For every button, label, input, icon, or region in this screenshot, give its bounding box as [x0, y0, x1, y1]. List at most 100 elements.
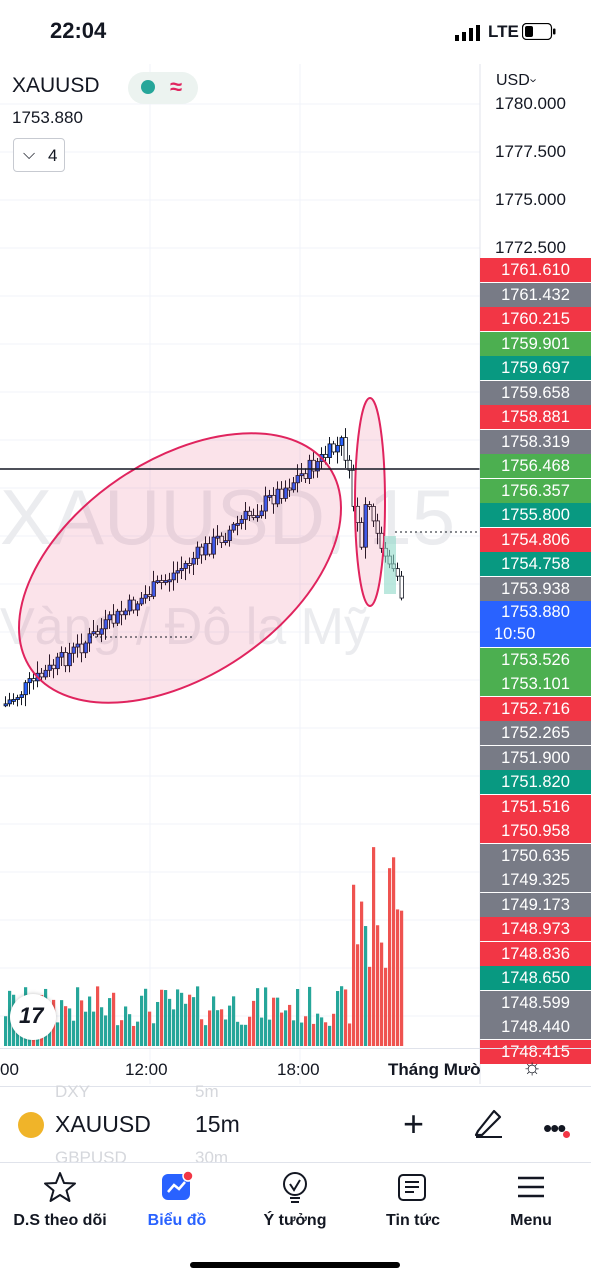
- volume-bar: [64, 1006, 68, 1046]
- news-icon: [398, 1174, 426, 1201]
- volume-bar: [376, 925, 380, 1046]
- candles: [3, 428, 404, 708]
- volume-bar: [84, 1011, 88, 1046]
- nav-news[interactable]: Tin tức: [353, 1170, 473, 1230]
- price-label: 1748.599: [480, 990, 591, 1015]
- candle-body: [99, 628, 104, 635]
- candle-body: [127, 599, 132, 612]
- chevron-down-icon: ⌵: [23, 146, 36, 163]
- tradingview-logo[interactable]: 17: [10, 994, 56, 1040]
- candle-body: [3, 703, 8, 707]
- candle-body: [123, 610, 128, 616]
- volume-bar: [56, 1022, 60, 1046]
- price-label: 1748.440: [480, 1015, 591, 1039]
- nav-ideas[interactable]: Ý tưởng: [235, 1170, 355, 1230]
- volume-bar: [288, 1004, 292, 1046]
- price-chart[interactable]: XAUUSD, 15 Vàng / Đô la Mỹ: [0, 64, 591, 1084]
- volume-bar: [136, 1021, 140, 1046]
- nav-menu[interactable]: Menu: [471, 1170, 591, 1230]
- indicators-toggle-button[interactable]: ⌵ 4: [13, 138, 65, 172]
- lightbulb-icon: [283, 1172, 307, 1203]
- volume-bar: [272, 997, 276, 1046]
- volume-bar: [252, 1000, 256, 1046]
- volume-bar: [112, 992, 116, 1046]
- candle-body: [207, 543, 212, 555]
- price-label: 1759.697: [480, 356, 591, 380]
- price-label: 1758.319: [480, 429, 591, 454]
- candle-body: [15, 697, 20, 700]
- signal-icon: [455, 25, 480, 41]
- chart-symbol[interactable]: XAUUSD: [12, 74, 100, 97]
- candle-body: [115, 610, 120, 624]
- price-label: 1751.820: [480, 770, 591, 794]
- volume-bar: [308, 986, 312, 1046]
- more-icon[interactable]: •••: [543, 1113, 566, 1143]
- price-label: 1755.800: [480, 503, 591, 527]
- market-open-dot: [141, 80, 155, 94]
- candle-body: [291, 482, 296, 491]
- settings-icon[interactable]: ☼: [522, 1054, 543, 1079]
- volume-bar: [384, 967, 388, 1046]
- volume-bar: [164, 990, 168, 1046]
- volume-bar: [176, 989, 180, 1046]
- volume-bar: [184, 1003, 188, 1046]
- price-label: 1753.101: [480, 672, 591, 696]
- volume-bar: [60, 1000, 64, 1046]
- price-label: 1756.357: [480, 478, 591, 503]
- market-status[interactable]: [128, 72, 198, 104]
- candle-body: [303, 473, 308, 479]
- volume-bar: [284, 1010, 288, 1046]
- candle-body: [79, 643, 84, 654]
- chart-grid: [0, 64, 480, 1084]
- candle-body: [11, 699, 16, 702]
- volume-bar: [72, 1020, 76, 1046]
- price-label: 1759.901: [480, 331, 591, 356]
- indicator-count: 4: [48, 146, 58, 165]
- battery-icon: [522, 23, 556, 40]
- volume-bar: [400, 910, 404, 1046]
- currency-selector[interactable]: USD›: [494, 72, 542, 90]
- nav-label: Tin tức: [386, 1212, 440, 1229]
- volume-bar: [224, 1019, 228, 1046]
- volume-bar: [200, 1019, 204, 1046]
- current-price: 1753.880: [12, 108, 83, 127]
- volume-bar: [356, 944, 360, 1046]
- time-axis[interactable]: 00 12:00 18:00 Tháng Mười: [0, 1048, 591, 1087]
- volume-bar: [392, 857, 396, 1046]
- candle-body: [27, 678, 32, 684]
- drawing-pen-icon[interactable]: [472, 1105, 506, 1139]
- time-label: Tháng Mười: [388, 1060, 480, 1079]
- nav-chart[interactable]: Biểu đồ: [117, 1170, 237, 1230]
- candle-body: [275, 488, 280, 505]
- nav-watchlist[interactable]: D.S theo dõi: [0, 1170, 120, 1230]
- candle-body: [211, 536, 216, 555]
- interval-button[interactable]: 15m: [195, 1111, 240, 1137]
- candle-body: [247, 510, 252, 516]
- volume-bar: [188, 994, 192, 1046]
- volume-bar: [96, 986, 100, 1046]
- volume-bar: [244, 1024, 248, 1046]
- candle-body: [151, 581, 156, 597]
- volume-bar: [248, 1016, 252, 1046]
- candle-body: [107, 614, 112, 621]
- candle-body: [279, 488, 284, 499]
- home-indicator: [190, 1262, 400, 1268]
- price-label: 1761.432: [480, 282, 591, 307]
- volume-bar: [340, 986, 344, 1046]
- volume-bar: [260, 1017, 264, 1046]
- volume-bar: [196, 986, 200, 1046]
- candle-body: [159, 580, 164, 583]
- volume-bar: [380, 942, 384, 1046]
- chart-area[interactable]: XAUUSD, 15 Vàng / Đô la Mỹ: [0, 64, 591, 1084]
- volume-bar: [80, 1000, 84, 1046]
- nav-label: Ý tưởng: [263, 1212, 327, 1229]
- volume-bar: [396, 909, 400, 1046]
- volume-bar: [336, 991, 340, 1046]
- candle-body: [219, 535, 224, 543]
- candle-body: [195, 546, 200, 559]
- symbol-button[interactable]: XAUUSD: [55, 1111, 151, 1137]
- add-icon[interactable]: +: [403, 1103, 425, 1144]
- candle-body: [139, 597, 144, 605]
- volume-bar: [120, 1020, 124, 1046]
- volume-bar: [364, 926, 368, 1046]
